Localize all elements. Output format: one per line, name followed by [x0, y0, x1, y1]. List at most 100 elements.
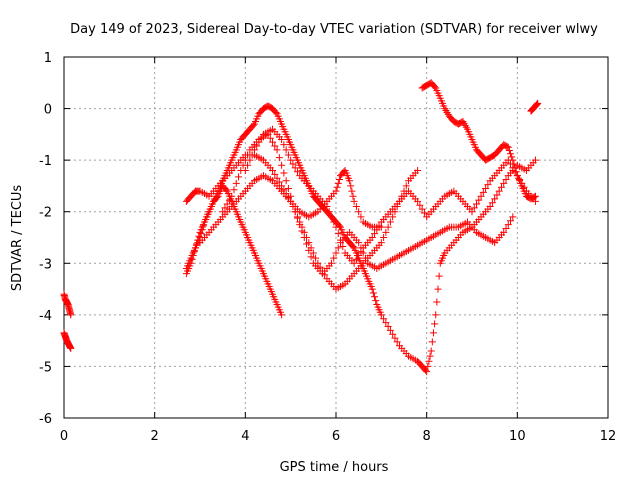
data-point [534, 99, 542, 107]
data-point [269, 138, 277, 146]
data-point [312, 254, 320, 262]
data-point [511, 164, 519, 172]
data-point [435, 272, 443, 280]
data-point [369, 289, 377, 297]
data-point [280, 169, 288, 177]
data-point [502, 224, 510, 232]
data-point [502, 175, 510, 183]
data-point [352, 255, 360, 263]
data-point [384, 322, 392, 330]
data-point [510, 160, 518, 168]
data-point [327, 213, 335, 221]
data-point [339, 243, 347, 251]
data-point [422, 366, 430, 374]
data-point [221, 204, 229, 212]
data-point [433, 298, 441, 306]
data-point [307, 253, 315, 261]
data-point [416, 201, 424, 209]
data-point [346, 177, 354, 185]
data-point [232, 179, 240, 187]
data-point [425, 357, 433, 365]
data-point [488, 199, 496, 207]
data-point [347, 182, 355, 190]
data-point [497, 183, 505, 191]
data-point [348, 187, 356, 195]
data-point [500, 228, 508, 236]
data-point [377, 239, 385, 247]
data-point [327, 259, 335, 267]
data-point [434, 285, 442, 293]
data-point [418, 205, 426, 213]
data-point [386, 218, 394, 226]
data-point [414, 197, 422, 205]
data-point [284, 185, 292, 193]
y-axis: -6 -5 -4 -3 -2 -1 0 1 [39, 51, 608, 427]
data-point [293, 168, 301, 176]
data-point [284, 151, 292, 159]
data-point [67, 344, 75, 352]
data-point [350, 259, 358, 267]
data-point [355, 239, 363, 247]
data-point [382, 228, 390, 236]
data-point [375, 222, 383, 230]
y-tick-label: -1 [39, 154, 52, 169]
data-point [357, 213, 365, 221]
y-tick-label: -6 [39, 412, 52, 427]
y-tick-label: -3 [39, 257, 52, 272]
data-point [246, 156, 254, 164]
data-point [505, 146, 513, 154]
data-series [527, 99, 542, 115]
data-point [278, 311, 286, 319]
data-point [350, 197, 358, 205]
y-tick-label: -4 [39, 309, 52, 324]
data-point [531, 192, 539, 200]
data-point [235, 173, 243, 181]
data-point [531, 156, 539, 164]
x-tick-label: 10 [509, 429, 526, 444]
data-point [484, 181, 492, 189]
data-point [349, 243, 357, 251]
data-point [349, 192, 357, 200]
data-point [275, 178, 283, 186]
data-point [423, 368, 431, 376]
data-point [296, 221, 304, 229]
data-point [431, 83, 439, 91]
data-point [414, 166, 422, 174]
data-series [219, 130, 517, 278]
data-point [389, 330, 397, 338]
data-point [287, 192, 295, 200]
data-point [427, 347, 435, 355]
data-point [195, 232, 203, 240]
data-point [222, 186, 230, 194]
data-point [371, 230, 379, 238]
data-series [418, 79, 539, 203]
y-tick-label: 0 [44, 103, 52, 118]
data-point [332, 187, 340, 195]
data-point [426, 352, 434, 360]
data-point [300, 234, 308, 241]
data-point [213, 194, 221, 202]
data-point [303, 240, 311, 248]
x-tick-label: 8 [423, 429, 431, 444]
data-point [305, 246, 313, 254]
data-point [241, 166, 249, 174]
data-point [432, 311, 440, 319]
data-point [255, 138, 263, 146]
data-point [330, 218, 338, 226]
data-point [323, 203, 331, 211]
data-point [493, 191, 501, 199]
x-tick-label: 12 [600, 429, 617, 444]
data-point [386, 326, 394, 334]
data-point [428, 338, 436, 346]
data-point [293, 214, 301, 222]
data-point [219, 208, 227, 216]
data-point [377, 311, 385, 319]
data-point [509, 156, 517, 164]
data-point [257, 134, 265, 142]
data-point [273, 146, 281, 154]
data-point [357, 248, 365, 256]
data-point [530, 193, 538, 201]
data-point [500, 179, 508, 187]
data-point [503, 143, 511, 151]
